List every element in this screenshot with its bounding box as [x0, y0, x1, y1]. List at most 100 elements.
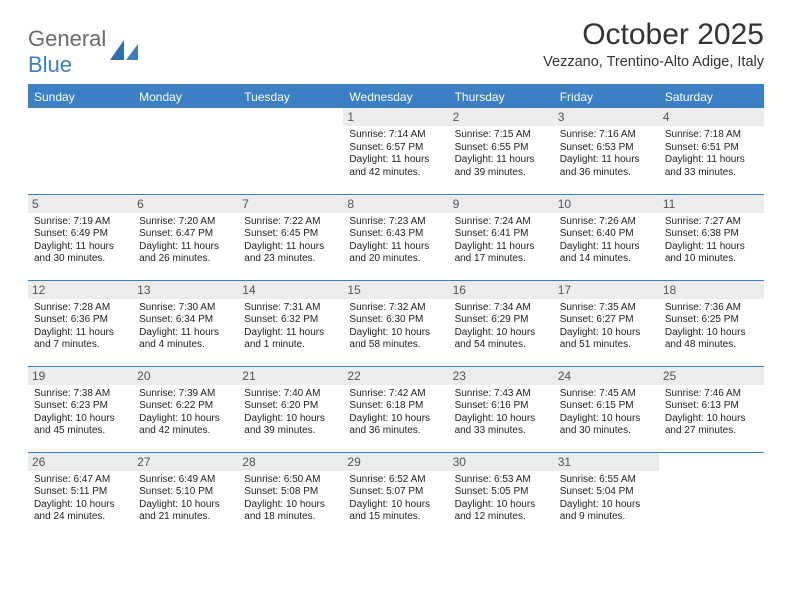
sunset-text: Sunset: 6:29 PM — [455, 314, 548, 327]
day-number: 7 — [238, 195, 343, 213]
sunset-text: Sunset: 6:45 PM — [244, 228, 337, 241]
sunset-text: Sunset: 6:51 PM — [665, 142, 758, 155]
daylight-text: Daylight: 10 hours and 30 minutes. — [560, 413, 653, 438]
weekday-header: Thursday — [449, 86, 554, 108]
sunset-text: Sunset: 6:55 PM — [455, 142, 548, 155]
calendar-day-cell: 29Sunrise: 6:52 AMSunset: 5:07 PMDayligh… — [343, 452, 448, 538]
calendar-day-cell: 19Sunrise: 7:38 AMSunset: 6:23 PMDayligh… — [28, 366, 133, 452]
daylight-text: Daylight: 11 hours and 26 minutes. — [139, 241, 232, 266]
day-details: Sunrise: 7:16 AMSunset: 6:53 PMDaylight:… — [560, 129, 653, 179]
sunset-text: Sunset: 6:49 PM — [34, 228, 127, 241]
sunset-text: Sunset: 5:07 PM — [349, 486, 442, 499]
calendar-day-cell: 10Sunrise: 7:26 AMSunset: 6:40 PMDayligh… — [554, 194, 659, 280]
daylight-text: Daylight: 10 hours and 27 minutes. — [665, 413, 758, 438]
calendar-day-cell — [238, 108, 343, 194]
calendar-day-cell: 8Sunrise: 7:23 AMSunset: 6:43 PMDaylight… — [343, 194, 448, 280]
sunrise-text: Sunrise: 7:18 AM — [665, 129, 758, 142]
day-details: Sunrise: 7:34 AMSunset: 6:29 PMDaylight:… — [455, 302, 548, 352]
page-title: October 2025 — [543, 18, 764, 52]
day-number: 26 — [28, 453, 133, 471]
day-number: 12 — [28, 281, 133, 299]
daylight-text: Daylight: 10 hours and 48 minutes. — [665, 327, 758, 352]
title-block: October 2025 Vezzano, Trentino-Alto Adig… — [543, 18, 764, 70]
sunset-text: Sunset: 6:40 PM — [560, 228, 653, 241]
day-number: 11 — [659, 195, 764, 213]
daylight-text: Daylight: 10 hours and 58 minutes. — [349, 327, 442, 352]
sunset-text: Sunset: 6:38 PM — [665, 228, 758, 241]
sunrise-text: Sunrise: 7:23 AM — [349, 216, 442, 229]
sunrise-text: Sunrise: 6:50 AM — [244, 474, 337, 487]
calendar-day-cell: 9Sunrise: 7:24 AMSunset: 6:41 PMDaylight… — [449, 194, 554, 280]
calendar-page: General Blue October 2025 Vezzano, Trent… — [0, 0, 792, 548]
calendar-day-cell: 16Sunrise: 7:34 AMSunset: 6:29 PMDayligh… — [449, 280, 554, 366]
daylight-text: Daylight: 11 hours and 7 minutes. — [34, 327, 127, 352]
day-details: Sunrise: 6:52 AMSunset: 5:07 PMDaylight:… — [349, 474, 442, 524]
day-number: 3 — [554, 108, 659, 126]
day-number: 14 — [238, 281, 343, 299]
sunrise-text: Sunrise: 7:45 AM — [560, 388, 653, 401]
sunset-text: Sunset: 5:05 PM — [455, 486, 548, 499]
sunrise-text: Sunrise: 7:40 AM — [244, 388, 337, 401]
sunrise-text: Sunrise: 7:27 AM — [665, 216, 758, 229]
calendar-day-cell: 4 Sunrise: 7:18 AMSunset: 6:51 PMDaylight… — [659, 108, 764, 194]
calendar-day-cell: 28Sunrise: 6:50 AMSunset: 5:08 PMDayligh… — [238, 452, 343, 538]
sunset-text: Sunset: 5:10 PM — [139, 486, 232, 499]
calendar-day-cell: 13Sunrise: 7:30 AMSunset: 6:34 PMDayligh… — [133, 280, 238, 366]
calendar-day-cell: 18Sunrise: 7:36 AMSunset: 6:25 PMDayligh… — [659, 280, 764, 366]
sunset-text: Sunset: 5:11 PM — [34, 486, 127, 499]
daylight-text: Daylight: 11 hours and 23 minutes. — [244, 241, 337, 266]
calendar-week-row: 12Sunrise: 7:28 AMSunset: 6:36 PMDayligh… — [28, 280, 764, 366]
calendar-day-cell: 7 Sunrise: 7:22 AMSunset: 6:45 PMDaylight… — [238, 194, 343, 280]
day-number: 2 — [449, 108, 554, 126]
logo-text-blue: Blue — [28, 52, 72, 77]
sunset-text: Sunset: 6:27 PM — [560, 314, 653, 327]
day-number: 15 — [343, 281, 448, 299]
day-details: Sunrise: 7:22 AMSunset: 6:45 PMDaylight:… — [244, 216, 337, 266]
daylight-text: Daylight: 11 hours and 1 minute. — [244, 327, 337, 352]
sunrise-text: Sunrise: 7:36 AM — [665, 302, 758, 315]
sunrise-text: Sunrise: 7:24 AM — [455, 216, 548, 229]
day-number: 18 — [659, 281, 764, 299]
sunrise-text: Sunrise: 7:19 AM — [34, 216, 127, 229]
daylight-text: Daylight: 10 hours and 18 minutes. — [244, 499, 337, 524]
daylight-text: Daylight: 11 hours and 4 minutes. — [139, 327, 232, 352]
day-details: Sunrise: 7:43 AMSunset: 6:16 PMDaylight:… — [455, 388, 548, 438]
daylight-text: Daylight: 10 hours and 54 minutes. — [455, 327, 548, 352]
sunset-text: Sunset: 6:13 PM — [665, 400, 758, 413]
calendar-day-cell: 14 Sunrise: 7:31 AMSunset: 6:32 PMDayligh… — [238, 280, 343, 366]
calendar-day-cell: 3 Sunrise: 7:16 AMSunset: 6:53 PMDaylight… — [554, 108, 659, 194]
sunset-text: Sunset: 6:15 PM — [560, 400, 653, 413]
calendar-day-cell: 30Sunrise: 6:53 AMSunset: 5:05 PMDayligh… — [449, 452, 554, 538]
weekday-header: Tuesday — [238, 86, 343, 108]
page-subtitle: Vezzano, Trentino-Alto Adige, Italy — [543, 54, 764, 70]
day-number: 5 — [28, 195, 133, 213]
daylight-text: Daylight: 11 hours and 36 minutes. — [560, 154, 653, 179]
daylight-text: Daylight: 11 hours and 39 minutes. — [455, 154, 548, 179]
calendar-day-cell: 6Sunrise: 7:20 AMSunset: 6:47 PMDaylight… — [133, 194, 238, 280]
weekday-header: Monday — [133, 86, 238, 108]
sunrise-text: Sunrise: 7:28 AM — [34, 302, 127, 315]
calendar-day-cell: 26Sunrise: 6:47 AMSunset: 5:11 PMDayligh… — [28, 452, 133, 538]
sunrise-text: Sunrise: 7:20 AM — [139, 216, 232, 229]
sunrise-text: Sunrise: 7:42 AM — [349, 388, 442, 401]
day-number: 21 — [238, 367, 343, 385]
day-details: Sunrise: 7:31 AMSunset: 6:32 PMDaylight:… — [244, 302, 337, 352]
sunset-text: Sunset: 6:23 PM — [34, 400, 127, 413]
day-details: Sunrise: 7:39 AMSunset: 6:22 PMDaylight:… — [139, 388, 232, 438]
calendar-header-row: Sunday Monday Tuesday Wednesday Thursday… — [28, 86, 764, 108]
logo: General Blue — [28, 26, 140, 78]
calendar-day-cell — [133, 108, 238, 194]
daylight-text: Daylight: 10 hours and 45 minutes. — [34, 413, 127, 438]
sunrise-text: Sunrise: 7:32 AM — [349, 302, 442, 315]
day-number: 4 — [659, 108, 764, 126]
sunrise-text: Sunrise: 7:30 AM — [139, 302, 232, 315]
sunrise-text: Sunrise: 7:35 AM — [560, 302, 653, 315]
day-number: 27 — [133, 453, 238, 471]
daylight-text: Daylight: 10 hours and 51 minutes. — [560, 327, 653, 352]
daylight-text: Daylight: 10 hours and 21 minutes. — [139, 499, 232, 524]
calendar-day-cell: 12Sunrise: 7:28 AMSunset: 6:36 PMDayligh… — [28, 280, 133, 366]
daylight-text: Daylight: 11 hours and 33 minutes. — [665, 154, 758, 179]
daylight-text: Daylight: 10 hours and 24 minutes. — [34, 499, 127, 524]
sunrise-text: Sunrise: 7:31 AM — [244, 302, 337, 315]
day-details: Sunrise: 7:27 AMSunset: 6:38 PMDaylight:… — [665, 216, 758, 266]
